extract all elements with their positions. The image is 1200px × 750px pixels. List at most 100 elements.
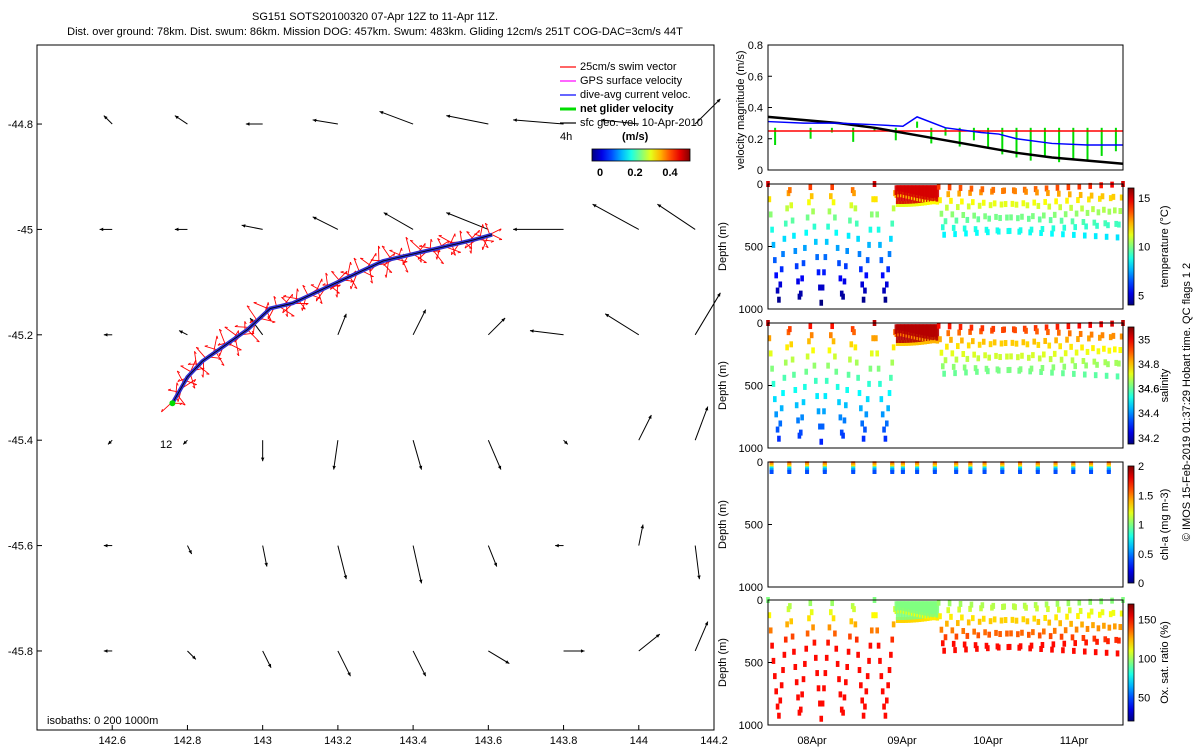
temperature-sample	[878, 241, 882, 248]
oxygen-sample	[1088, 598, 1093, 605]
oxygen-sample	[1096, 625, 1101, 632]
salinity-sample	[801, 399, 806, 406]
salinity-sample	[1010, 339, 1015, 346]
map-x-tick-label: 144.2	[700, 735, 728, 747]
temperature-sample	[999, 201, 1004, 208]
temperature-sample	[1102, 206, 1106, 213]
temperature-sample	[958, 184, 963, 191]
temperature-sample	[1003, 201, 1008, 208]
temperature-sample	[961, 212, 966, 219]
chla-sample	[1106, 470, 1111, 474]
oxygen-sample	[1067, 607, 1072, 614]
oxygen-sample	[800, 691, 804, 698]
salinity-y-tick-label: 500	[745, 381, 763, 393]
oxygen-sample	[1077, 599, 1082, 606]
oxygen-sample	[813, 654, 818, 661]
temperature-sample	[1016, 215, 1020, 222]
salinity-sample	[1052, 350, 1057, 357]
temperature-sample	[797, 293, 802, 300]
salinity-sample	[1078, 330, 1083, 337]
salinity-sample	[868, 365, 873, 372]
geo-vector	[412, 440, 422, 470]
salinity-sample	[1051, 364, 1056, 371]
temperature-sample	[976, 216, 981, 223]
temperature-sample	[867, 241, 871, 248]
oxygen-sample	[1032, 615, 1037, 622]
oxygen-sample	[1100, 609, 1105, 616]
oxygen-sample	[767, 612, 772, 619]
oxygen-sample	[988, 618, 993, 625]
oxygen-sample	[785, 621, 789, 628]
temperature-sample	[1087, 196, 1091, 203]
salinity-sample	[971, 338, 975, 345]
oxygen-sample	[1003, 617, 1008, 624]
geo-vector-head	[383, 212, 388, 216]
salinity-sample	[968, 328, 972, 335]
geo-vector-head	[347, 672, 351, 677]
oxygen-sample	[886, 682, 890, 689]
temperature-sample	[1002, 187, 1007, 194]
swim-vector	[482, 235, 489, 250]
temperature-sample	[1054, 198, 1058, 205]
temperature-sample	[1052, 211, 1057, 218]
salinity-sample	[826, 362, 830, 369]
temperature-sample	[1055, 184, 1060, 191]
oxygen-sample	[823, 670, 828, 677]
salinity-sample	[1110, 320, 1114, 327]
oxygen-sample	[831, 615, 836, 622]
temperature-sample	[865, 257, 870, 264]
salinity-sample	[1111, 332, 1116, 339]
temperature-sample	[938, 197, 942, 204]
swim-vector	[346, 261, 351, 278]
salinity-sample	[1088, 321, 1093, 328]
temperature-sample	[770, 226, 774, 233]
swim-vector	[246, 305, 258, 321]
salinity-sample	[1009, 353, 1013, 360]
salinity-sample	[980, 325, 985, 332]
swim-vector-head	[285, 313, 288, 317]
temperature-sample	[1113, 207, 1117, 214]
salinity-sample	[853, 344, 858, 351]
chla-ylabel: Depth (m)	[717, 500, 729, 549]
temperature-sample	[980, 186, 985, 193]
swim-vector-head	[302, 284, 306, 288]
swim-vector-head	[335, 294, 338, 298]
swim-vector-head	[246, 305, 250, 308]
salinity-sample	[1050, 369, 1054, 376]
salinity-sample	[1014, 340, 1019, 347]
oxygen-sample	[778, 697, 783, 704]
salinity-sample	[857, 390, 862, 397]
oxygen-sample	[1063, 627, 1068, 634]
time-tick-3: 11Apr	[1060, 735, 1089, 747]
oxygen-sample	[782, 651, 787, 658]
temperature-sample	[864, 272, 869, 279]
temperature-sample	[1107, 208, 1112, 215]
oxygen-sample	[939, 626, 944, 633]
geo-vector-head	[513, 227, 517, 232]
temperature-sample	[979, 189, 983, 196]
salinity-sample	[1003, 340, 1008, 347]
swim-vector	[194, 351, 198, 368]
salinity-sample	[1108, 334, 1113, 341]
time-tick-2: 10Apr	[973, 735, 1003, 747]
salinity-sample	[816, 408, 821, 415]
swim-vector-head	[350, 261, 352, 266]
temperature-sample	[1059, 217, 1064, 224]
salinity-sample	[879, 396, 884, 403]
salinity-sample	[960, 337, 964, 344]
swim-vector	[381, 245, 392, 260]
map-x-tick-label: 144	[630, 735, 648, 747]
geo-vector-head	[497, 465, 502, 470]
temperature-sample	[966, 203, 971, 210]
temperature-sample	[968, 189, 972, 196]
temperature-sample	[798, 290, 803, 297]
oxygen-sample	[1036, 618, 1041, 625]
swim-vector-head	[405, 236, 409, 240]
swim-vector	[438, 235, 455, 245]
swim-vector	[180, 365, 193, 373]
oxygen-sample	[874, 612, 878, 619]
oxygen-sample	[841, 709, 845, 716]
geo-vector-head	[505, 660, 510, 664]
geo-vector	[487, 545, 498, 567]
